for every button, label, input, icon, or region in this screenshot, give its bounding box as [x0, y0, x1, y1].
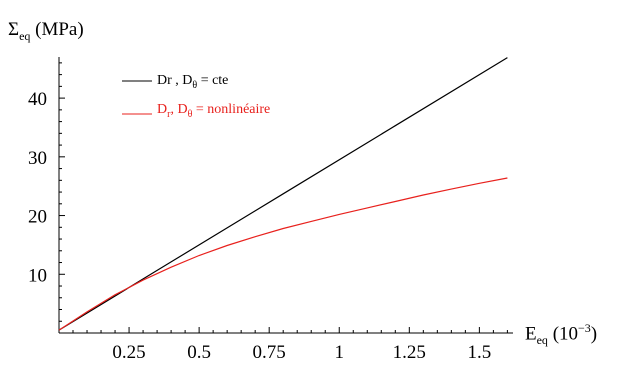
x-axis-label-sub: eq [537, 333, 548, 347]
y-axis-label: Σeq (MPa) [8, 20, 84, 42]
x-tick-label: 1.25 [393, 342, 426, 363]
legend-entry-0-p1: Dr , D [157, 73, 192, 88]
legend-swatch-1 [122, 112, 152, 116]
legend-swatch-0 [122, 79, 152, 83]
x-tick-label: 0.5 [187, 342, 211, 363]
y-tick-label: 30 [28, 148, 47, 169]
y-tick-label: 10 [28, 265, 47, 286]
legend-entry-0: Dr , Dθ = cte [157, 74, 228, 91]
y-tick-label: 20 [28, 207, 47, 228]
axes [59, 57, 513, 333]
y-axis-label-sub: eq [19, 29, 30, 43]
x-tick-label: 1.5 [467, 342, 491, 363]
legend-entry-1-p1: D [157, 102, 167, 117]
y-tick-label: 40 [28, 89, 47, 110]
x-axis-label-unit-post: ) [591, 323, 597, 344]
x-axis-label-unit-pre: (10 [548, 323, 578, 344]
y-axis-label-main: Σ [8, 19, 19, 40]
legend-entry-1-p3: = nonlinéaire [192, 102, 270, 117]
x-axis-label: Eeq (10−3) [525, 322, 597, 346]
series-layer [59, 58, 507, 331]
x-tick-label: 1 [334, 342, 344, 363]
x-axis-label-unit-exp: −3 [578, 321, 591, 335]
legend-entry-0-p3: = cte [197, 73, 228, 88]
x-axis-label-main: E [525, 323, 537, 344]
series-line-1 [59, 178, 507, 330]
x-tick-label: 0.25 [112, 342, 145, 363]
x-tick-label: 0.75 [253, 342, 286, 363]
legend-entry-1: Dr, Dθ = nonlinéaire [157, 103, 270, 120]
y-axis-label-unit: (MPa) [30, 19, 83, 40]
